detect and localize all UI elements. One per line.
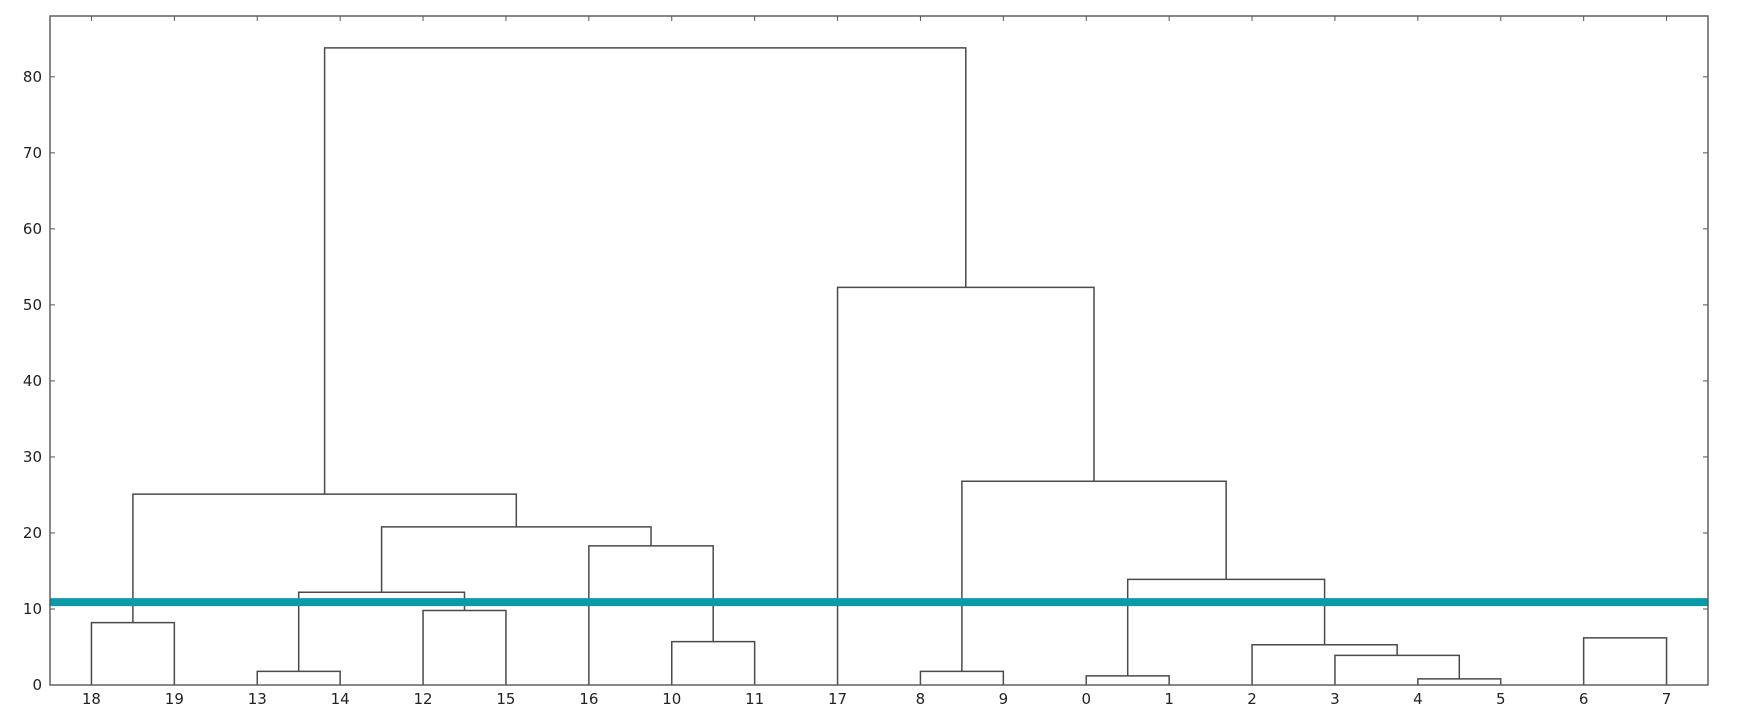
y-tick-label: 60 <box>23 220 42 238</box>
x-tick-label-16: 16 <box>579 690 598 708</box>
dendrogram-link-m7 <box>380 526 652 593</box>
dendrogram-link-m18 <box>323 47 967 495</box>
x-tick-label-4: 4 <box>1413 690 1423 708</box>
y-axis: 0 10 20 30 40 50 60 70 80 <box>23 68 1708 694</box>
x-axis: 18 19 13 14 12 15 16 10 11 17 8 9 0 1 2 3 4 5 6 7 <box>82 16 1671 708</box>
y-tick-label: 50 <box>23 296 42 314</box>
y-tick-label: 20 <box>23 524 42 542</box>
dendrogram-links <box>90 47 1668 685</box>
x-tick-label-18: 18 <box>82 690 101 708</box>
x-tick-label-14: 14 <box>331 690 350 708</box>
dendrogram-link-m8 <box>132 493 518 623</box>
x-tick-label-10: 10 <box>662 690 681 708</box>
y-tick-label: 70 <box>23 144 42 162</box>
x-tick-label-8: 8 <box>916 690 926 708</box>
x-tick-label-1: 1 <box>1164 690 1174 708</box>
x-tick-label-19: 19 <box>165 690 184 708</box>
dendrogram-link-m3 <box>422 609 507 685</box>
y-tick-label: 10 <box>23 600 42 618</box>
dendrogram-link-m13 <box>1251 643 1398 685</box>
x-tick-label-15: 15 <box>496 690 515 708</box>
x-tick-label-5: 5 <box>1496 690 1506 708</box>
x-tick-label-0: 0 <box>1081 690 1091 708</box>
y-tick-label: 30 <box>23 448 42 466</box>
x-tick-label-2: 2 <box>1247 690 1257 708</box>
x-tick-label-17: 17 <box>828 690 847 708</box>
x-tick-label-12: 12 <box>414 690 433 708</box>
x-tick-label-11: 11 <box>745 690 764 708</box>
y-tick-label: 40 <box>23 372 42 390</box>
y-tick-label: 80 <box>23 68 42 86</box>
y-tick-label: 0 <box>32 676 42 694</box>
x-tick-label-3: 3 <box>1330 690 1340 708</box>
dendrogram-link-m9 <box>919 670 1005 685</box>
x-tick-label-7: 7 <box>1662 690 1672 708</box>
dendrogram-link-m16 <box>1582 637 1668 685</box>
x-tick-label-13: 13 <box>248 690 267 708</box>
x-tick-label-9: 9 <box>999 690 1009 708</box>
dendrogram-link-m2 <box>256 670 341 685</box>
plot-frame <box>49 15 1709 686</box>
x-tick-label-6: 6 <box>1579 690 1589 708</box>
